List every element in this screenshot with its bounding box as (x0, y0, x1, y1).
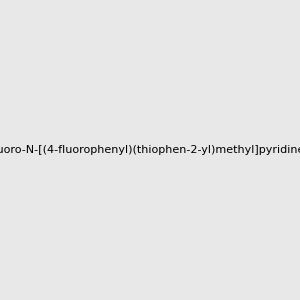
Text: 2,6-dichloro-5-fluoro-N-[(4-fluorophenyl)(thiophen-2-yl)methyl]pyridine-3-carbox: 2,6-dichloro-5-fluoro-N-[(4-fluorophenyl… (0, 145, 300, 155)
